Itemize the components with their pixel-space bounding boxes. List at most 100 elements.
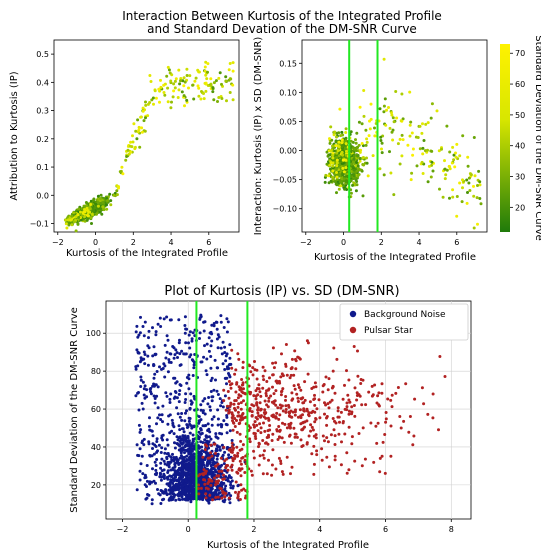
pulsar-star-point <box>336 406 340 410</box>
pulsar-star-point <box>292 426 296 430</box>
pulsar-star-point <box>404 382 408 386</box>
pulsar-star-point <box>352 345 356 348</box>
pulsar-star-point <box>301 421 305 425</box>
background-noise-point <box>165 438 169 442</box>
data-point <box>389 171 393 175</box>
data-point <box>197 70 201 74</box>
data-point <box>448 150 452 154</box>
data-point <box>352 154 356 158</box>
y-tick-label: 20 <box>91 481 101 490</box>
background-noise-point <box>139 428 143 432</box>
pulsar-star-point <box>262 378 266 382</box>
pulsar-star-point <box>254 397 258 401</box>
background-noise-point <box>139 358 143 362</box>
data-point <box>466 155 470 159</box>
background-noise-point <box>182 436 186 439</box>
background-noise-point <box>179 363 183 367</box>
y-tick-label: 0.10 <box>279 88 297 97</box>
data-point <box>333 180 337 184</box>
background-noise-point <box>164 391 168 395</box>
x-tick-label: 4 <box>416 238 421 247</box>
background-noise-point <box>197 446 201 450</box>
pulsar-star-point <box>326 440 330 444</box>
pulsar-star-point <box>332 428 336 432</box>
pulsar-star-point <box>380 454 384 458</box>
pulsar-star-point <box>332 346 336 350</box>
background-noise-point <box>189 497 193 501</box>
data-point <box>444 173 448 177</box>
pulsar-star-point <box>267 458 270 462</box>
pulsar-star-point <box>272 366 276 370</box>
background-noise-point <box>161 433 165 437</box>
background-noise-point <box>173 353 177 357</box>
background-noise-point <box>178 428 182 432</box>
background-noise-point <box>210 399 214 403</box>
data-point <box>455 195 459 198</box>
background-noise-point <box>203 344 206 348</box>
x-tick-label: 8 <box>449 525 454 534</box>
pulsar-star-point <box>278 428 282 432</box>
background-noise-point <box>141 472 145 476</box>
pulsar-star-point <box>234 390 238 394</box>
data-point <box>379 139 383 142</box>
background-noise-point <box>188 422 192 426</box>
pulsar-star-point <box>345 405 349 409</box>
y-axis-ticks: −0.10 −0.05 0.00 0.05 0.10 0.15 <box>272 59 302 214</box>
data-point <box>177 68 181 72</box>
background-noise-point <box>219 346 223 350</box>
data-point <box>357 143 361 147</box>
background-noise-point <box>192 424 196 428</box>
background-noise-point <box>139 356 143 360</box>
background-noise-point <box>187 461 191 465</box>
data-point <box>79 210 82 214</box>
background-noise-point <box>208 405 212 409</box>
data-point <box>211 86 215 90</box>
background-noise-point <box>176 412 180 416</box>
data-point <box>339 134 343 138</box>
pulsar-star-point <box>236 405 240 409</box>
data-point <box>335 164 339 168</box>
data-point <box>390 130 394 134</box>
data-point <box>166 86 170 90</box>
pulsar-star-point <box>261 365 265 369</box>
data-point <box>448 167 452 171</box>
data-point <box>378 107 382 111</box>
background-noise-point <box>153 401 157 405</box>
pulsar-star-point <box>399 426 403 430</box>
background-noise-point <box>216 346 220 350</box>
data-point <box>401 117 405 121</box>
pulsar-star-point <box>408 415 412 418</box>
background-noise-point <box>209 344 213 348</box>
pulsar-star-point <box>312 434 316 438</box>
data-point <box>179 77 183 80</box>
pulsar-star-point <box>250 410 254 414</box>
background-noise-point <box>191 359 195 363</box>
background-noise-point <box>178 481 182 485</box>
background-noise-point <box>198 463 202 467</box>
data-point <box>390 111 393 115</box>
data-point <box>96 204 100 208</box>
data-point <box>126 148 130 152</box>
data-point <box>344 136 348 140</box>
data-point <box>344 153 348 157</box>
pulsar-star-point <box>258 454 262 458</box>
y-tick-label: 0.05 <box>279 117 297 126</box>
background-noise-point <box>164 488 168 492</box>
data-point <box>144 100 147 104</box>
x-axis-label: Kurtosis of the Integrated Profile <box>207 540 369 551</box>
pulsar-star-point <box>230 444 234 448</box>
data-point <box>385 108 388 112</box>
background-noise-point <box>229 494 233 498</box>
background-noise-point <box>185 423 189 427</box>
background-noise-point <box>154 481 157 485</box>
pulsar-star-point <box>220 496 224 500</box>
pulsar-star-point <box>335 357 339 361</box>
background-noise-point <box>139 462 143 466</box>
background-noise-point <box>173 478 176 482</box>
pulsar-star-point <box>206 456 210 460</box>
pulsar-star-point <box>237 490 241 494</box>
pulsar-star-point <box>264 394 268 398</box>
data-point <box>466 191 469 194</box>
data-point <box>382 57 386 61</box>
background-noise-point <box>224 484 228 488</box>
